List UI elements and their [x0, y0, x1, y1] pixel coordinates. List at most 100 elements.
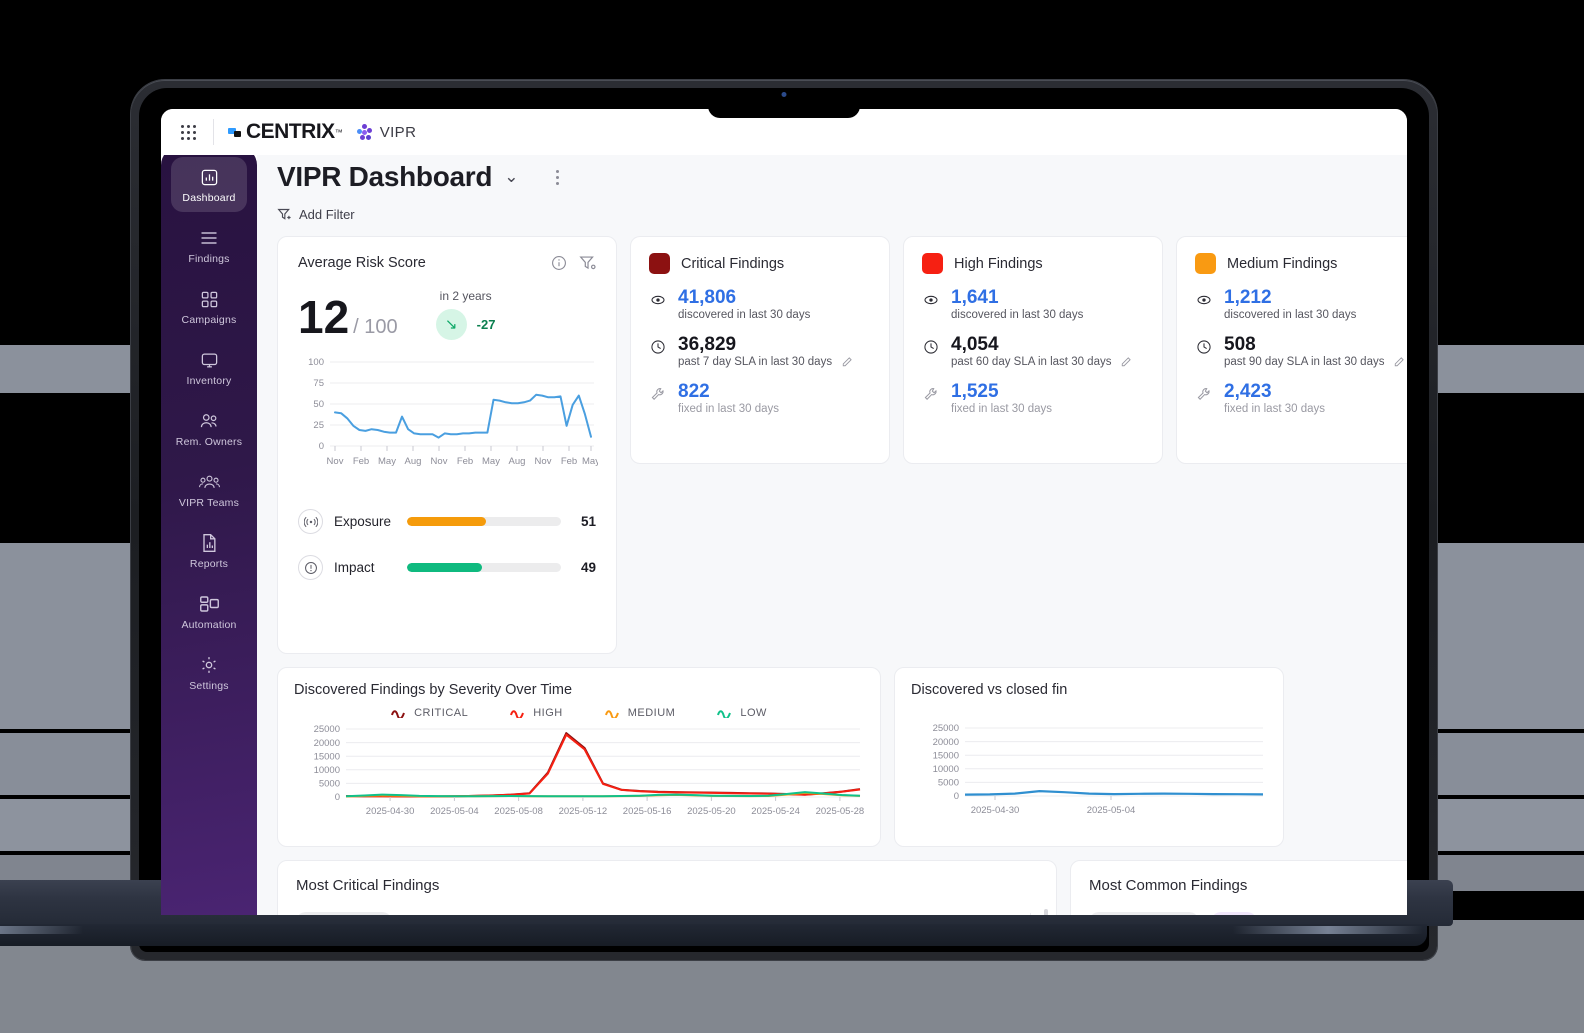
legend-item-low[interactable]: LOW — [717, 707, 767, 719]
severity-card: High Findings 1,641 discovered in last 30 … — [903, 236, 1163, 464]
svg-text:20000: 20000 — [314, 738, 340, 749]
discovered-vs-closed-chart: 25000 20000 15000 10000 5000 0 2025-04-30 2025-… — [933, 723, 1264, 816]
meter-track — [407, 563, 561, 572]
legend-label: CRITICAL — [414, 707, 469, 719]
stat-label: discovered in last 30 days — [951, 308, 1084, 321]
legend-label: HIGH — [533, 707, 563, 719]
severity-card-title: High Findings — [954, 255, 1043, 272]
stat-discovered: 1,212 discovered in last 30 days — [1195, 287, 1407, 321]
risk-trend: in 2 years ↘ -27 — [435, 289, 495, 340]
stat-value: 4,054 — [951, 333, 999, 355]
stat-sla: 4,054 past 60 day SLA in last 30 days — [922, 334, 1144, 368]
base-gleam — [1233, 926, 1423, 934]
document-chart-icon — [171, 532, 247, 554]
svg-text:2025-05-20: 2025-05-20 — [687, 806, 736, 817]
edit-icon[interactable] — [1393, 356, 1405, 368]
sidebar-item-rem-owners[interactable]: Rem. Owners — [171, 401, 247, 456]
sidebar-item-vipr-teams[interactable]: VIPR Teams — [171, 462, 247, 517]
severity-card-title: Critical Findings — [681, 255, 785, 272]
stat-value: 1,212 — [1224, 287, 1272, 308]
laptop-mockup: CENTRIX ™ VIPR Dashboard — [131, 80, 1437, 960]
svg-text:2025-04-30: 2025-04-30 — [366, 806, 415, 817]
chevron-down-icon[interactable]: ⌄ — [504, 167, 519, 186]
svg-text:2025-05-04: 2025-05-04 — [1087, 805, 1136, 816]
stat-sla: 508 past 90 day SLA in last 30 days — [1195, 334, 1407, 368]
alert-circle-icon — [298, 555, 323, 580]
svg-text:25000: 25000 — [314, 724, 340, 735]
monitor-icon — [171, 349, 247, 371]
finding-type-pill: Code Vuln — [296, 912, 392, 915]
svg-text:10000: 10000 — [933, 764, 959, 775]
stat-fixed: 1,525 fixed in last 30 days — [922, 381, 1144, 415]
stat-discovered: 41,806 discovered in last 30 days — [649, 287, 871, 321]
sidebar: Dashboard Findings Campaigns — [161, 147, 257, 915]
stat-label: past 7 day SLA in last 30 days — [678, 356, 853, 368]
sidebar-item-findings[interactable]: Findings — [171, 218, 247, 273]
svg-text:Nov: Nov — [535, 456, 552, 467]
info-icon[interactable] — [551, 255, 567, 271]
svg-text:Aug: Aug — [405, 456, 422, 467]
brand-trademark: ™ — [334, 127, 343, 137]
severity-card: Medium Findings 1,212 discovered in last 3… — [1176, 236, 1407, 464]
vipr-logo-icon — [356, 124, 373, 140]
sidebar-item-label: VIPR Teams — [178, 497, 240, 509]
meter-fill — [407, 517, 486, 526]
stat-value: 508 — [1224, 333, 1256, 355]
most-critical-findings-card: Most Critical Findings Code Vuln100Criti… — [277, 860, 1057, 915]
sidebar-item-label: Dashboard — [182, 192, 236, 204]
trend-arrow-glyph: ↘ — [444, 316, 458, 333]
legend-item-high[interactable]: HIGH — [510, 707, 563, 719]
clock-icon — [651, 340, 665, 354]
scrollbar[interactable] — [1044, 909, 1048, 915]
svg-text:0: 0 — [319, 441, 324, 452]
brand-name: CENTRIX — [246, 120, 335, 143]
apps-grid-icon[interactable] — [177, 121, 199, 143]
sidebar-item-campaigns[interactable]: Campaigns — [171, 279, 247, 334]
edit-icon[interactable] — [1120, 356, 1132, 368]
svg-text:Nov: Nov — [327, 456, 344, 467]
finding-row[interactable]: Code Vuln100CriticalController creating … — [296, 905, 1038, 915]
clock-icon — [1197, 340, 1211, 354]
camera-icon — [781, 92, 787, 97]
more-options-icon[interactable] — [552, 166, 563, 189]
risk-card-title: Average Risk Score — [298, 255, 426, 271]
group-icon — [171, 471, 247, 493]
severity-color-swatch — [649, 253, 670, 274]
screen: CENTRIX ™ VIPR Dashboard — [161, 109, 1407, 915]
filter-icon[interactable] — [579, 255, 596, 271]
sidebar-item-automation[interactable]: Automation — [171, 584, 247, 639]
add-filter-label: Add Filter — [299, 207, 355, 222]
gear-icon — [171, 654, 247, 676]
severity-over-time-card: Discovered Findings by Severity Over Tim… — [277, 667, 881, 847]
meter-label: Exposure — [334, 514, 392, 529]
svg-text:75: 75 — [313, 378, 324, 389]
stat-label: past 60 day SLA in last 30 days — [951, 356, 1132, 368]
svg-text:25000: 25000 — [933, 723, 959, 734]
sidebar-item-reports[interactable]: Reports — [171, 523, 247, 578]
svg-text:2025-05-28: 2025-05-28 — [816, 806, 865, 817]
legend-item-medium[interactable]: MEDIUM — [604, 707, 676, 719]
svg-text:25: 25 — [313, 420, 324, 431]
stat-value: 36,829 — [678, 333, 737, 355]
edit-icon[interactable] — [841, 356, 853, 368]
findings-lists-row: Most Critical Findings Code Vuln100Criti… — [277, 860, 1407, 915]
sidebar-item-inventory[interactable]: Inventory — [171, 340, 247, 395]
stat-label: discovered in last 30 days — [678, 308, 811, 321]
svg-text:15000: 15000 — [314, 751, 340, 762]
wave-icon — [510, 710, 525, 718]
finding-row[interactable]: IaC Misconfig1,512Generic High Entropy S… — [1089, 905, 1407, 915]
legend-item-critical[interactable]: CRITICAL — [391, 707, 468, 719]
main-content: VIPR Dashboard ⌄ Add Filter Average Risk… — [257, 147, 1407, 915]
squares-icon — [171, 288, 247, 310]
svg-text:May: May — [378, 456, 396, 467]
summary-cards-row: Average Risk Score 12 — [277, 236, 1407, 654]
svg-text:Aug: Aug — [509, 456, 526, 467]
stat-label: fixed in last 30 days — [951, 402, 1053, 415]
sidebar-item-dashboard[interactable]: Dashboard — [171, 157, 247, 212]
sidebar-item-settings[interactable]: Settings — [171, 645, 247, 700]
add-filter-button[interactable]: Add Filter — [277, 207, 1407, 222]
svg-text:2025-05-16: 2025-05-16 — [623, 806, 672, 817]
meter-label: Impact — [334, 560, 375, 575]
stat-label: past 90 day SLA in last 30 days — [1224, 356, 1405, 368]
meter-exposure: Exposure 51 — [298, 509, 596, 534]
